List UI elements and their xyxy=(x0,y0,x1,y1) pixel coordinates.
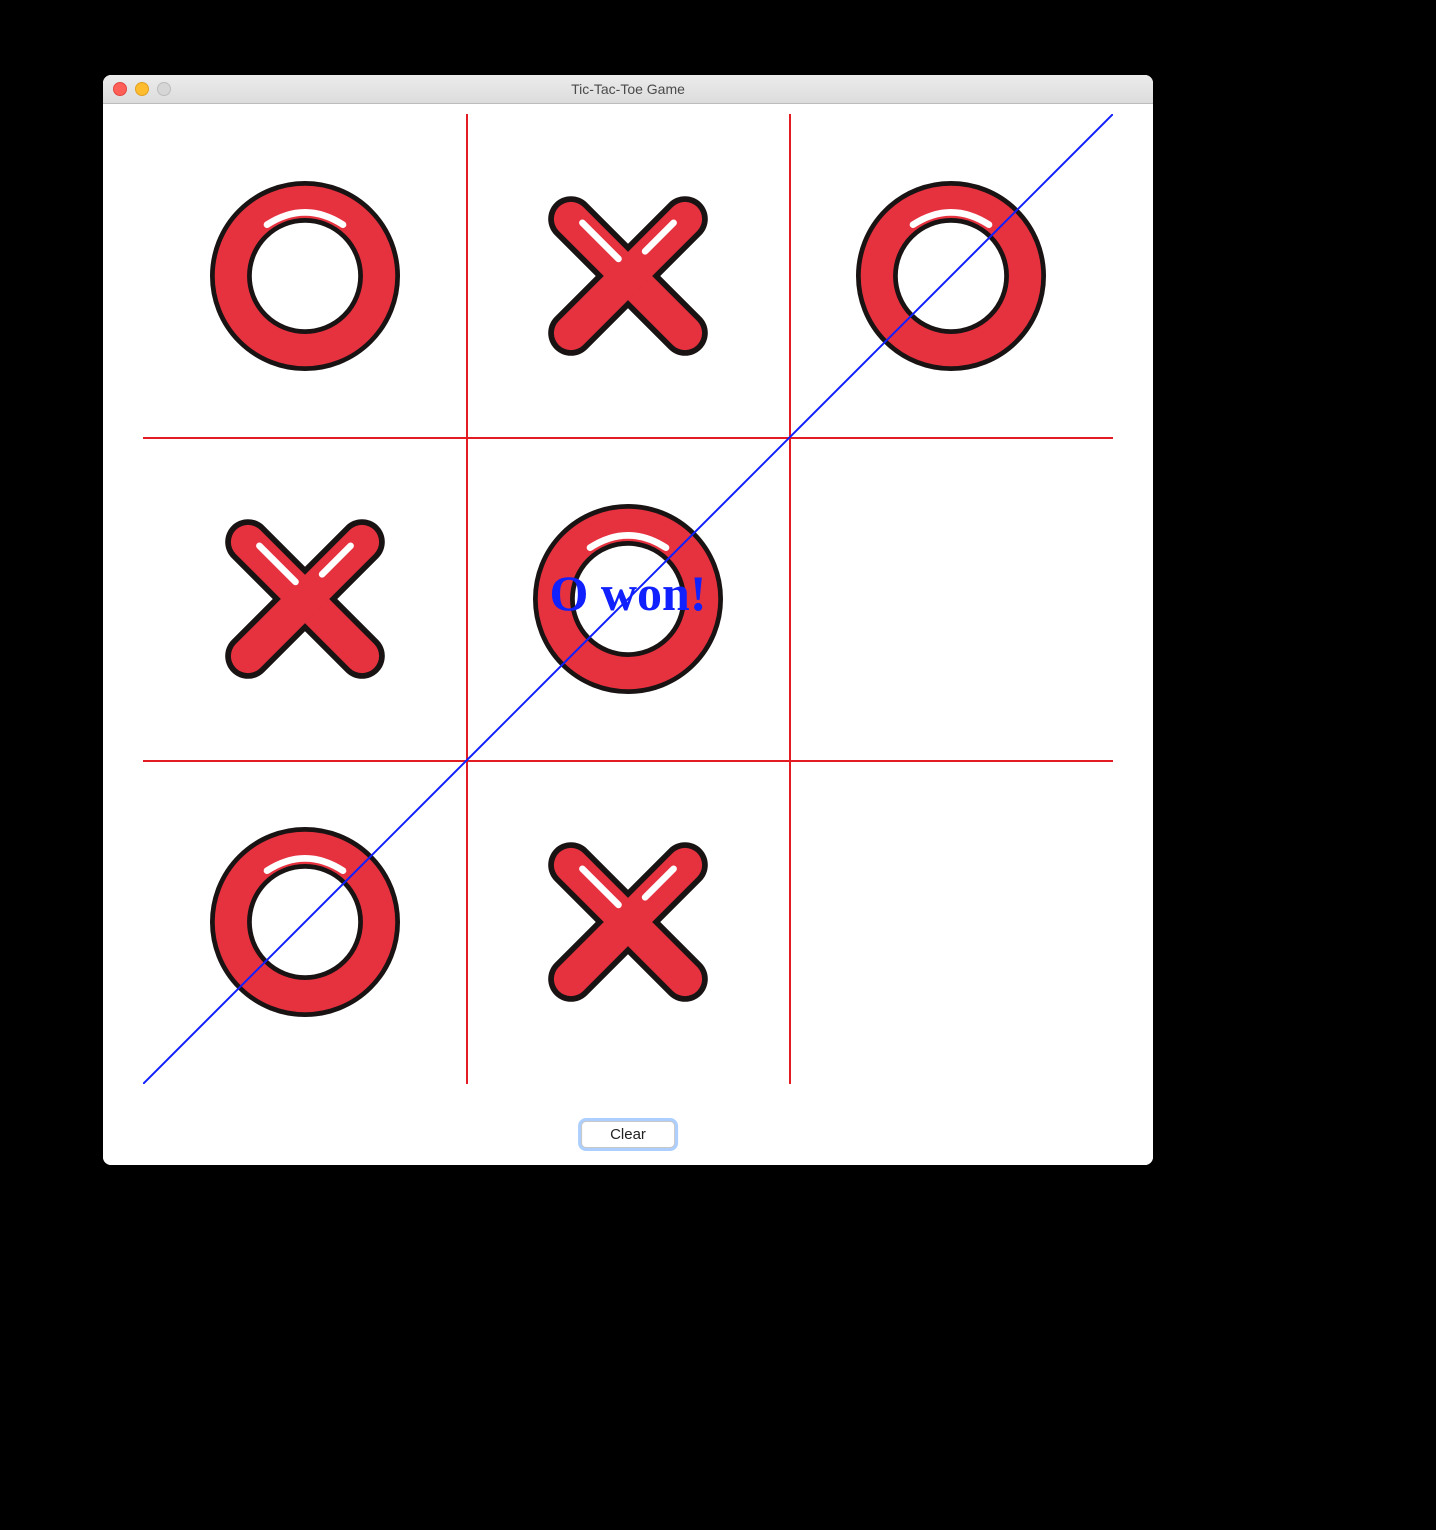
cell-0-1[interactable] xyxy=(466,114,789,437)
clear-button[interactable]: Clear xyxy=(581,1121,675,1148)
cell-1-0[interactable] xyxy=(143,437,466,760)
app-window: Tic-Tac-Toe Game xyxy=(103,75,1153,1165)
window-title: Tic-Tac-Toe Game xyxy=(103,81,1153,97)
cell-1-2[interactable] xyxy=(789,437,1112,760)
cell-2-1[interactable] xyxy=(466,760,789,1083)
titlebar: Tic-Tac-Toe Game xyxy=(103,75,1153,104)
cell-0-2[interactable] xyxy=(789,114,1112,437)
game-board xyxy=(143,114,1113,1084)
cell-1-1[interactable] xyxy=(466,437,789,760)
cell-2-2[interactable] xyxy=(789,760,1112,1083)
content-area: O won! Clear xyxy=(103,104,1153,1165)
cell-2-0[interactable] xyxy=(143,760,466,1083)
cell-0-0[interactable] xyxy=(143,114,466,437)
